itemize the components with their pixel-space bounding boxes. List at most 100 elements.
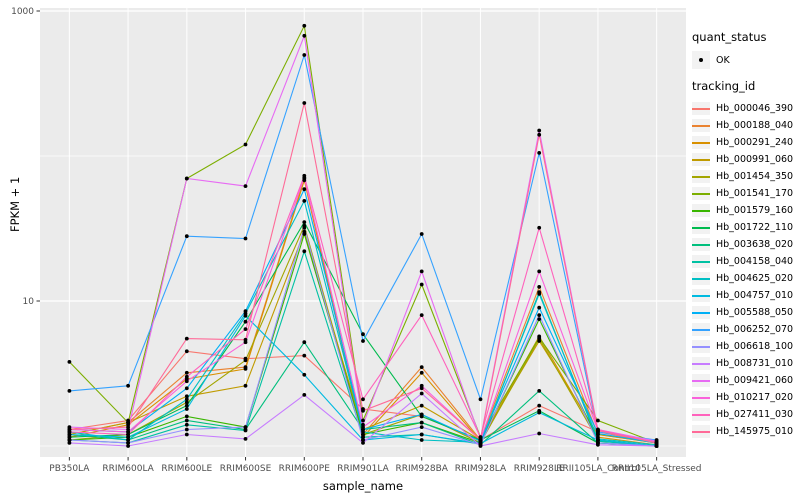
data-point [537, 305, 542, 310]
legend-line-swatch [692, 379, 710, 382]
legend-item-label: Hb_005588_050 [716, 307, 794, 318]
legend-line-swatch [692, 124, 710, 127]
y-tick-label: 10 [23, 297, 35, 307]
legend-item-label: Hb_000188_040 [716, 120, 794, 131]
legend-item-Hb_001454_350: Hb_001454_350 [692, 168, 800, 185]
legend-item-label: Hb_001541_170 [716, 188, 794, 199]
data-point [184, 386, 189, 391]
data-point [419, 432, 424, 437]
data-point [184, 349, 189, 354]
legend-item-Hb_005588_050: Hb_005588_050 [692, 304, 800, 321]
data-point [302, 372, 307, 377]
data-point [361, 441, 365, 445]
data-point [537, 269, 542, 274]
data-point [302, 23, 307, 28]
data-point [361, 408, 365, 413]
data-point [243, 309, 248, 314]
data-point [243, 142, 248, 147]
legend-tracking-id-items: Hb_000046_390 Hb_000188_040 Hb_000291_240 H… [692, 100, 800, 440]
data-point [537, 403, 542, 408]
data-point [184, 370, 189, 375]
legend-line-swatch [692, 362, 710, 365]
legend-item-Hb_001722_110: Hb_001722_110 [692, 219, 800, 236]
legend-line-swatch [692, 141, 710, 144]
data-point [243, 327, 248, 331]
legend-item-label: Hb_001454_350 [716, 171, 794, 182]
data-point [184, 432, 189, 437]
data-point [596, 442, 600, 447]
data-point [184, 422, 189, 427]
data-point [361, 418, 365, 423]
data-point [302, 353, 307, 358]
data-point [537, 285, 542, 289]
data-point [302, 187, 307, 192]
legend-line-swatch [692, 396, 710, 399]
legend-key-box [692, 221, 710, 234]
data-point [302, 232, 307, 236]
data-point [537, 389, 542, 393]
data-point [184, 374, 189, 379]
legend-item-Hb_000188_040: Hb_000188_040 [692, 117, 800, 134]
data-point [537, 292, 542, 296]
data-point [184, 394, 189, 399]
data-point [243, 319, 248, 324]
legend-item-label: Hb_006618_100 [716, 341, 794, 352]
data-point [184, 336, 189, 341]
data-point [302, 220, 307, 225]
legend-key-box [692, 102, 710, 115]
legend-item-Hb_006618_100: Hb_006618_100 [692, 338, 800, 355]
legend-item-Hb_006252_070: Hb_006252_070 [692, 321, 800, 338]
data-point [243, 428, 248, 433]
legend-item-Hb_145975_010: Hb_145975_010 [692, 423, 800, 440]
x-tick-label: RRIM600SE [220, 464, 272, 474]
data-point [67, 441, 72, 445]
data-point [302, 249, 307, 254]
legend-item-label: Hb_000991_060 [716, 154, 794, 165]
data-point [126, 425, 130, 429]
data-point [67, 432, 72, 437]
data-point [126, 383, 130, 388]
legend-quant-status: quant_status OK [692, 30, 800, 69]
data-point [537, 151, 542, 155]
legend-item-Hb_001541_170: Hb_001541_170 [692, 185, 800, 202]
data-point [302, 225, 307, 230]
data-point [243, 236, 248, 241]
data-point [361, 435, 365, 440]
legend-quant-status-title: quant_status [692, 30, 767, 44]
legend-line-swatch [692, 107, 710, 110]
legend-key-box [692, 425, 710, 438]
legend-key-box [692, 51, 710, 69]
data-point [243, 184, 248, 189]
data-point [184, 379, 189, 384]
legend-item-Hb_008731_010: Hb_008731_010 [692, 355, 800, 372]
data-point [302, 101, 307, 105]
x-tick-label: RRIM600LE [161, 464, 212, 474]
data-point [184, 414, 189, 419]
data-point [537, 431, 542, 436]
data-point [184, 234, 189, 239]
legend-line-swatch [692, 328, 710, 331]
legend-key-box [692, 119, 710, 132]
data-point [126, 444, 130, 448]
legend-line-swatch [692, 277, 710, 280]
legend-item-label: OK [716, 54, 730, 66]
legend-item-Hb_010217_020: Hb_010217_020 [692, 389, 800, 406]
data-point [243, 313, 248, 318]
legend-tracking-id-title: tracking_id [692, 79, 756, 93]
legend-item-Hb_004757_010: Hb_004757_010 [692, 287, 800, 304]
legend-tracking-id: tracking_id Hb_000046_390 Hb_000188_040 Hb… [692, 79, 800, 440]
legend-line-swatch [692, 192, 710, 195]
data-point [302, 53, 307, 57]
y-axis-title: FPKM + 1 [8, 176, 22, 232]
legend-item-Hb_027411_030: Hb_027411_030 [692, 406, 800, 423]
data-point [302, 393, 307, 397]
legend: quant_status OK tracking_id Hb_000046_39… [692, 0, 800, 440]
data-point [419, 282, 424, 287]
data-point [67, 360, 72, 364]
legend-item-label: Hb_009421_060 [716, 375, 794, 386]
data-point [419, 370, 424, 375]
legend-item-label: Hb_000291_240 [716, 137, 794, 148]
legend-line-swatch [692, 209, 710, 212]
